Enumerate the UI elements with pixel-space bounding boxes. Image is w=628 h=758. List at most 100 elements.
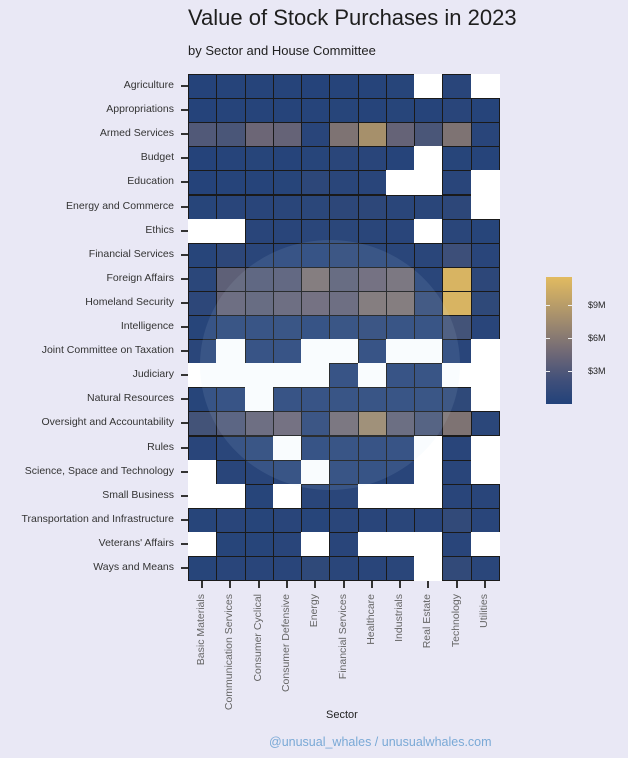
heatmap-cell [301,122,331,148]
heatmap-cell [216,435,246,461]
heatmap-cell [188,122,218,148]
heatmap-cell [442,315,472,341]
y-tick-mark [181,350,188,353]
heatmap-cell [244,531,274,557]
heatmap-cell [216,315,246,341]
y-tick-label: Science, Space and Technology [24,464,174,477]
heatmap-cell [357,435,387,461]
heatmap-cell [442,531,472,557]
y-tick-label: Oversight and Accountability [41,416,175,429]
heatmap-cell [329,315,359,341]
colorbar-tick-label: $6M [588,332,606,343]
heatmap-cell [272,146,303,172]
heatmap-cell [216,290,246,316]
x-tick-mark [370,581,373,588]
heatmap-cell [216,363,246,389]
y-tick-mark [181,374,188,377]
y-tick-mark [181,85,188,88]
heatmap-cell [329,170,359,196]
heatmap-cell [188,483,218,509]
heatmap-cell [244,507,274,533]
heatmap-cell [329,531,359,557]
heatmap-cell [188,290,218,316]
x-axis-title: Sector [326,709,358,721]
x-tick-mark [257,581,260,588]
heatmap-cell [272,339,303,365]
heatmap-cell [470,483,500,509]
heatmap-cell [470,146,500,172]
chart-title: Value of Stock Purchases in 2023 [188,5,517,30]
x-tick-label: Industrials [393,594,406,642]
y-tick-mark [181,133,188,136]
heatmap-cell [414,98,444,124]
heatmap-cell [385,387,416,413]
y-tick-label: Foreign Affairs [106,271,174,284]
x-tick-mark [455,581,458,588]
heatmap-cell [244,315,274,341]
heatmap-cell [329,218,359,244]
y-tick-label: Joint Committee on Taxation [41,344,174,357]
heatmap-cell [272,242,303,268]
heatmap-cell [470,194,500,220]
heatmap-cell [385,315,416,341]
heatmap-cell [244,122,274,148]
heatmap-cell [329,194,359,220]
heatmap-cell [385,411,416,437]
y-tick-mark [181,229,188,232]
x-tick-mark [201,581,204,588]
heatmap-cell [442,387,472,413]
heatmap-cell [470,363,500,389]
heatmap-cell [216,387,246,413]
heatmap-cell [442,194,472,220]
heatmap-cell [385,122,416,148]
heatmap-cell [216,146,246,172]
heatmap-cell [301,146,331,172]
heatmap-cell [188,266,218,292]
heatmap-cell [442,218,472,244]
y-tick-mark [181,277,188,280]
y-tick-mark [181,542,188,545]
heatmap-cell [188,194,218,220]
heatmap-cell [357,266,387,292]
x-tick-label: Energy [308,594,321,628]
heatmap-cell [329,507,359,533]
heatmap-cell [301,170,331,196]
x-tick-mark [483,581,486,588]
heatmap-cell [272,459,303,485]
heatmap-cell [470,507,500,533]
heatmap-cell [216,411,246,437]
y-tick-label: Ways and Means [93,561,174,574]
heatmap-cell [188,242,218,268]
heatmap-cell [357,194,387,220]
heatmap-cell [329,98,359,124]
heatmap-cell [385,507,416,533]
x-tick-mark [314,581,317,588]
heatmap-cell [357,411,387,437]
heatmap-cell [301,315,331,341]
heatmap-cell [442,339,472,365]
heatmap-cell [470,339,500,365]
heatmap-cell [414,531,444,557]
heatmap-cell [216,74,246,100]
heatmap-cell [244,98,274,124]
heatmap-cell [357,556,387,582]
heatmap-cell [414,363,444,389]
heatmap-cell [272,411,303,437]
y-tick-mark [181,301,188,304]
heatmap-cell [301,387,331,413]
heatmap-cell [329,339,359,365]
y-tick-label: Agriculture [123,79,174,92]
heatmap-cell [414,435,444,461]
heatmap-cell [216,339,246,365]
heatmap-cell [272,483,303,509]
heatmap-cell [329,483,359,509]
x-tick-label: Communication Services [223,594,236,711]
chart-subtitle: by Sector and House Committee [188,43,376,58]
heatmap-cell [188,459,218,485]
heatmap-cell [272,266,303,292]
x-tick-mark [342,581,345,588]
y-tick-label: Financial Services [88,247,174,260]
heatmap-cell [329,266,359,292]
heatmap-cell [470,290,500,316]
heatmap-cell [329,74,359,100]
